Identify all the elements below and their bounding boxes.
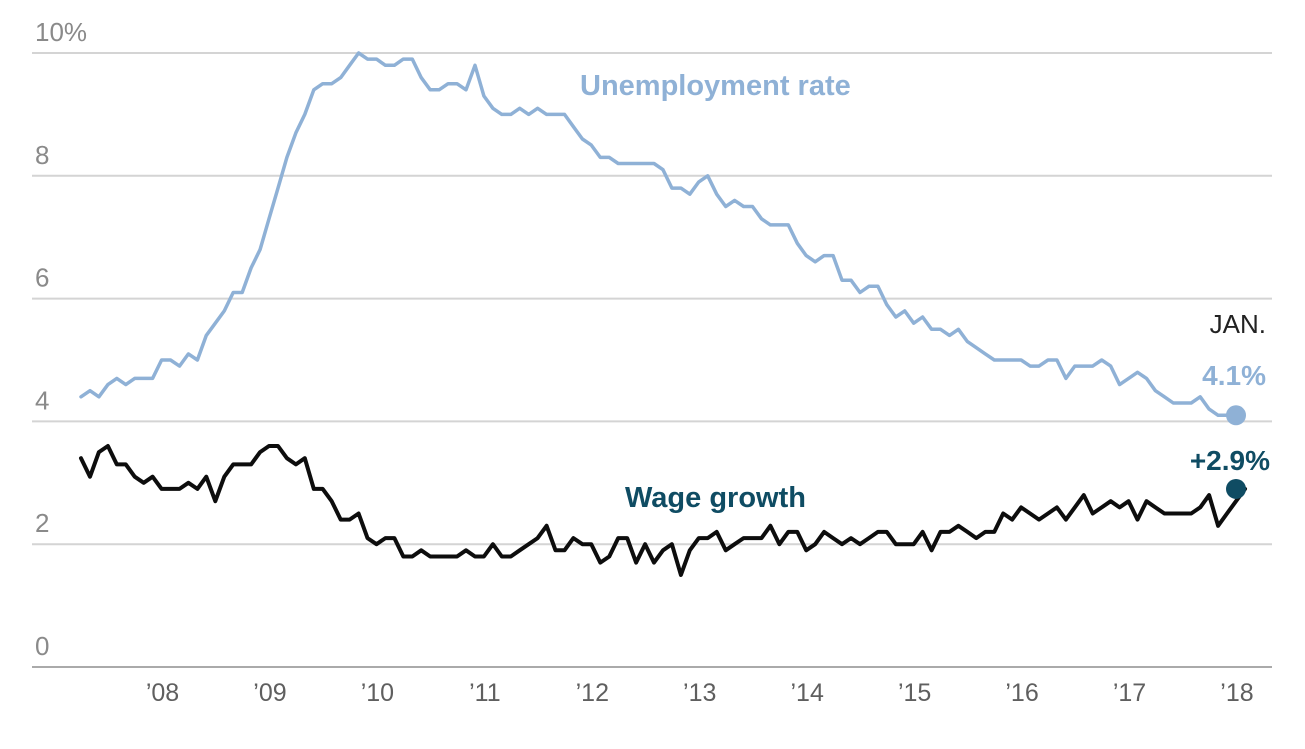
x-tick-label-2016: ’16 <box>1005 679 1038 707</box>
wage-end-label: +2.9% <box>1190 445 1270 476</box>
x-tick-label-2015: ’15 <box>898 679 931 707</box>
y-tick-label-2: 2 <box>35 508 49 538</box>
x-tick-label-2009: ’09 <box>253 679 286 707</box>
unemployment-series-label: Unemployment rate <box>580 70 851 102</box>
y-tick-label-6: 6 <box>35 263 49 293</box>
wage-growth-line <box>79 444 1247 577</box>
x-axis-ticks: ’08 ’09 ’10 ’11 ’12 ’13 ’14 ’15 ’16 ’17 ’18 <box>146 679 1254 707</box>
unemployment-end-dot <box>1226 405 1246 426</box>
y-tick-label-10: 10% <box>35 17 87 47</box>
wage-end-dot <box>1226 478 1246 499</box>
x-tick-label-2012: ’12 <box>576 679 609 707</box>
x-tick-label-2018: ’18 <box>1220 679 1253 707</box>
series-lines <box>79 51 1247 577</box>
unemployment-end-label: 4.1% <box>1202 360 1266 391</box>
x-tick-label-2017: ’17 <box>1113 679 1146 707</box>
wage-series-label: Wage growth <box>625 482 806 514</box>
gridlines <box>32 52 1272 668</box>
unemployment-line <box>79 51 1238 418</box>
x-tick-label-2011: ’11 <box>469 679 501 707</box>
jan-label: JAN. <box>1210 309 1266 339</box>
y-axis-ticks: 0 2 4 6 8 10% <box>35 17 87 661</box>
y-tick-label-4: 4 <box>35 385 49 415</box>
y-tick-label-0: 0 <box>35 631 49 661</box>
end-dots <box>1226 405 1246 499</box>
x-tick-label-2008: ’08 <box>146 679 179 707</box>
x-tick-label-2010: ’10 <box>361 679 394 707</box>
x-tick-label-2014: ’14 <box>790 679 823 707</box>
x-tick-label-2013: ’13 <box>683 679 716 707</box>
y-tick-label-8: 8 <box>35 140 49 170</box>
